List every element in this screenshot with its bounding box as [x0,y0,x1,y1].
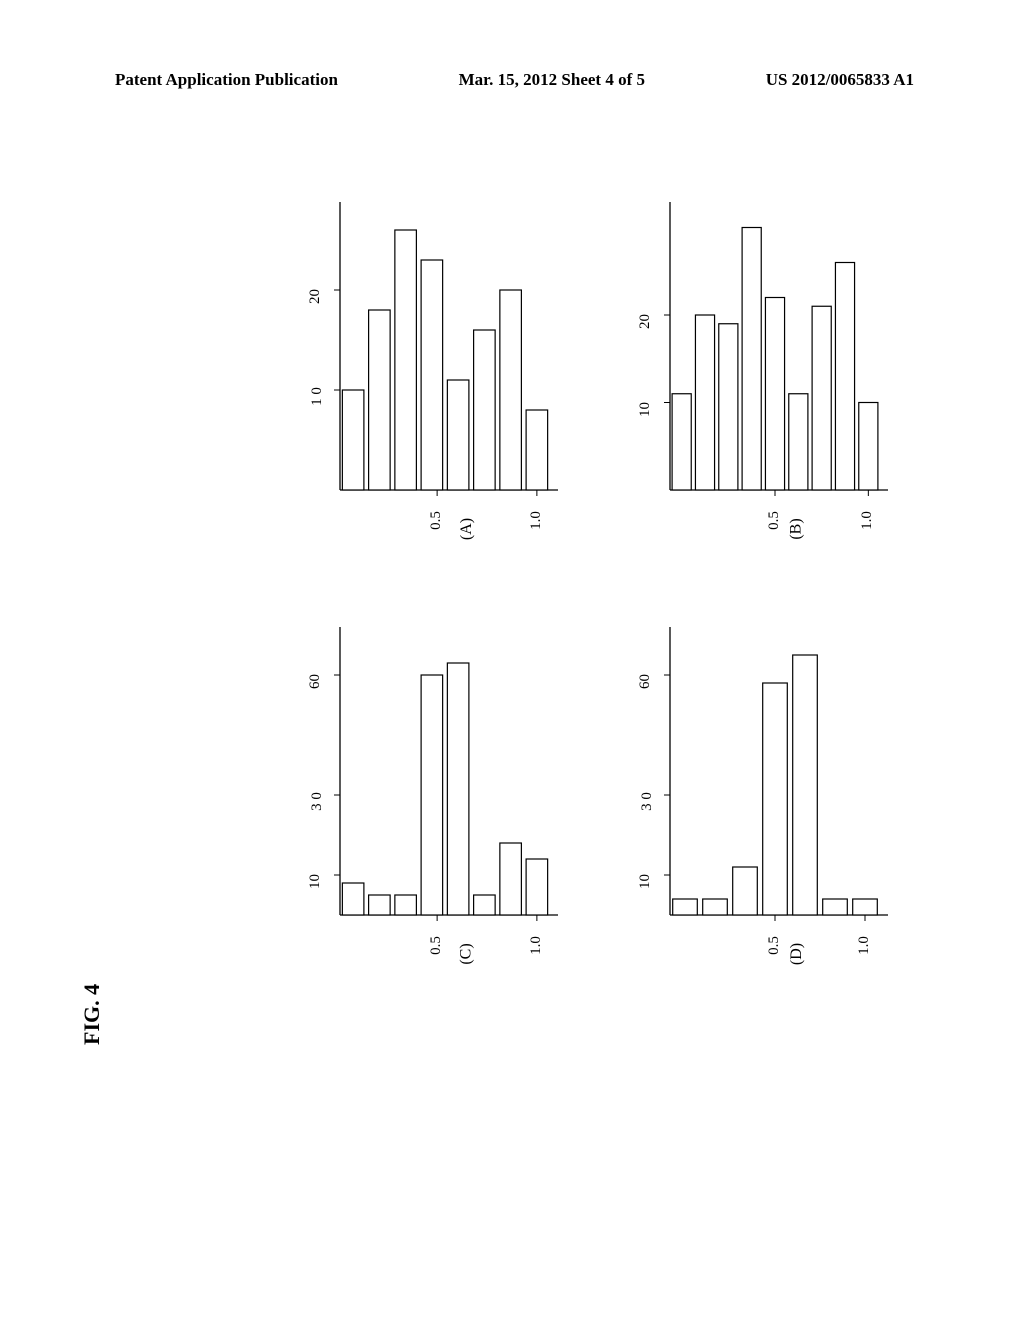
panel-d: 103 0600.51.0(D) [605,625,895,945]
x-tick-label: 1.0 [859,511,876,530]
x-tick-label: 0.5 [428,511,445,530]
header-right: US 2012/0065833 A1 [766,70,914,90]
x-tick-label: 0.5 [766,511,783,530]
panel-b: 10200.51.0(B) [605,200,895,520]
header-left: Patent Application Publication [115,70,338,90]
panel-a: 1 0200.51.0(A) [275,200,565,520]
y-tick-label: 20 [637,314,654,329]
page-header: Patent Application Publication Mar. 15, … [0,70,1024,90]
panel-label: (A) [458,518,476,540]
panel-label: (D) [788,943,806,965]
header-center: Mar. 15, 2012 Sheet 4 of 5 [459,70,645,90]
x-tick-label: 1.0 [856,936,873,955]
x-tick-label: 1.0 [528,511,545,530]
y-tick-label: 60 [307,674,324,689]
y-tick-label: 10 [307,874,324,889]
y-tick-label: 10 [637,402,654,417]
figure-area: FIG. 4 1 0200.51.0(A) 10200.51.0(B) 103 … [105,175,920,1045]
y-tick-label: 3 0 [309,792,326,811]
x-tick-label: 0.5 [428,936,445,955]
y-tick-label: 1 0 [309,387,326,406]
y-tick-label: 20 [307,289,324,304]
y-tick-label: 60 [637,674,654,689]
panel-label: (B) [787,518,805,539]
x-tick-label: 0.5 [766,936,783,955]
x-tick-label: 1.0 [528,936,545,955]
y-tick-label: 3 0 [639,792,656,811]
y-tick-label: 10 [637,874,654,889]
panel-c: 103 0600.51.0(C) [275,625,565,945]
figure-label: FIG. 4 [79,984,105,1045]
panel-label: (C) [457,943,475,964]
